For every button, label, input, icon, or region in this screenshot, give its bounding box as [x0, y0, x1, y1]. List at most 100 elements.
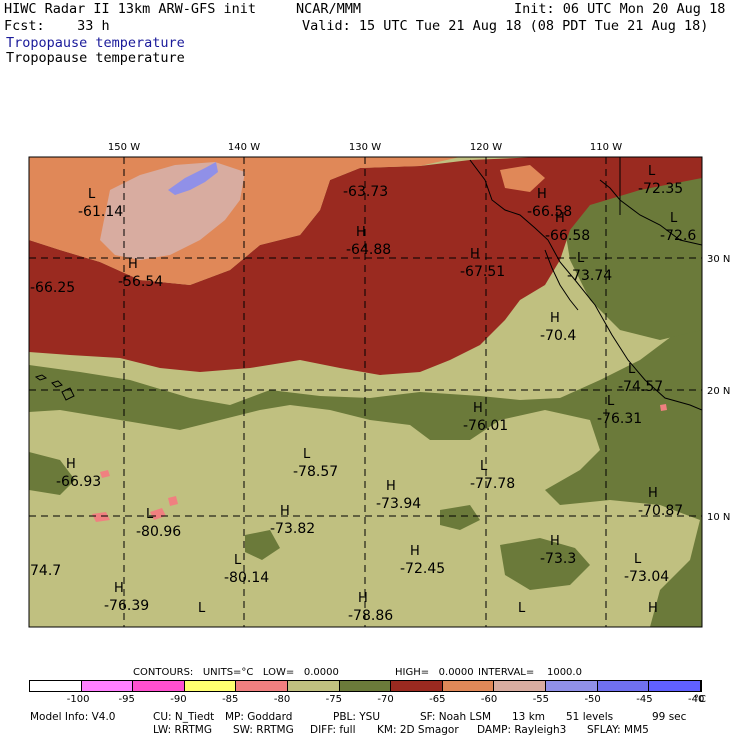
lw-scheme: LW: RRTMG — [153, 724, 212, 736]
high-marker: H — [648, 486, 658, 501]
high-marker: H — [537, 187, 547, 202]
lat-label-30n: 30 N — [707, 254, 730, 265]
color-bar-tick-label: -45 — [636, 694, 653, 705]
color-bar-tick-label: -85 — [222, 694, 239, 705]
extremum-value: -70.4 — [540, 328, 576, 344]
resolution: 13 km — [512, 711, 546, 723]
extremum-value: -78.86 — [348, 608, 393, 624]
extremum-value: -76.39 — [104, 598, 149, 614]
extremum-value: -73.82 — [270, 521, 315, 537]
color-bar-swatch — [236, 681, 289, 691]
lon-label-120w: 120 W — [470, 142, 502, 153]
color-bar — [29, 680, 702, 692]
extremum-value: -63.73 — [343, 184, 388, 200]
contours-high: HIGH= 0.0000 — [395, 667, 474, 678]
extremum-value: -66.25 — [30, 280, 75, 296]
extremum-value: -72.45 — [400, 561, 445, 577]
forecast-hour: Fcst: 33 h — [4, 18, 110, 34]
color-bar-swatch — [597, 681, 650, 691]
cu-scheme: CU: N_Tiedt — [153, 711, 215, 723]
extremum-value: -66.58 — [545, 228, 590, 244]
lon-label-150w: 150 W — [108, 142, 140, 153]
low-marker: L — [303, 447, 311, 462]
extremum-value: -73.94 — [376, 496, 421, 512]
color-bar-swatch — [649, 681, 701, 691]
low-marker: L — [628, 362, 636, 377]
extremum-value: -77.78 — [470, 476, 515, 492]
extremum-value: -72.6 — [660, 228, 696, 244]
low-marker: L — [198, 601, 206, 616]
model-title: HIWC Radar II 13km ARW-GFS init — [4, 1, 256, 17]
mp-scheme: MP: Goddard — [225, 711, 293, 723]
high-marker: H — [473, 401, 483, 416]
color-bar-swatch — [288, 681, 340, 691]
color-bar-tick-label: -75 — [325, 694, 342, 705]
valid-time: Valid: 15 UTC Tue 21 Aug 18 (08 PDT Tue … — [302, 18, 709, 34]
lon-label-130w: 130 W — [349, 142, 381, 153]
high-marker: H — [410, 544, 420, 559]
color-bar-swatch — [184, 681, 237, 691]
model-info: Model Info: V4.0 — [30, 711, 116, 723]
low-marker: L — [480, 459, 488, 474]
sw-scheme: SW: RRTMG — [233, 724, 294, 736]
lat-lon-grid — [29, 157, 702, 627]
lon-label-140w: 140 W — [228, 142, 260, 153]
extremum-value: -76.01 — [463, 418, 508, 434]
extremum-value: -61.14 — [78, 204, 123, 220]
extremum-value: -80.14 — [224, 570, 269, 586]
color-bar-tick-label: -40 — [688, 694, 705, 705]
high-marker: H — [386, 479, 396, 494]
extremum-value: -78.57 — [293, 464, 338, 480]
high-marker: H — [555, 211, 565, 226]
init-time: Init: 06 UTC Mon 20 Aug 18 — [514, 1, 726, 17]
color-bar-tick-label: -100 — [66, 694, 90, 705]
lat-label-20n: 20 N — [707, 386, 730, 397]
color-bar-tick-label: -60 — [480, 694, 498, 705]
low-marker: L — [634, 552, 642, 567]
low-marker: L — [670, 211, 678, 226]
diffusion: DIFF: full — [310, 724, 356, 736]
extremum-value: -70.87 — [638, 503, 683, 519]
color-bar-tick-label: -95 — [118, 694, 135, 705]
color-bar-swatch — [391, 681, 443, 691]
extremum-value: -73.04 — [624, 569, 669, 585]
low-marker: L — [88, 187, 96, 202]
color-bar-swatch — [339, 681, 392, 691]
extremum-value: -56.54 — [118, 274, 163, 290]
low-marker: L — [146, 507, 154, 522]
organization: NCAR/MMM — [296, 1, 362, 17]
low-marker: L — [234, 553, 242, 568]
map-frame — [28, 156, 703, 628]
field-label-primary: Tropopause temperature — [6, 35, 185, 51]
color-bar-tick-label: -50 — [584, 694, 601, 705]
high-marker: H — [66, 457, 76, 472]
color-bar-tick-label: -65 — [429, 694, 446, 705]
extremum-value: -80.96 — [136, 524, 181, 540]
high-marker: H — [280, 504, 290, 519]
extremum-value: -67.51 — [460, 264, 505, 280]
low-marker: L — [607, 394, 615, 409]
color-bar-unit: °C — [694, 694, 706, 705]
high-marker: H — [128, 257, 138, 272]
color-bar-tick-label: -70 — [377, 694, 394, 705]
lat-label-10n: 10 N — [707, 512, 730, 523]
extremum-value: 74.7 — [30, 563, 61, 579]
km-option: KM: 2D Smagor — [377, 724, 459, 736]
high-marker: H — [358, 591, 368, 606]
high-marker: H — [648, 601, 658, 616]
extremum-value: -73.3 — [540, 551, 576, 567]
extremum-value: -66.58 — [527, 204, 572, 220]
color-bar-swatch — [30, 681, 82, 691]
extremum-value: -74.57 — [618, 379, 663, 395]
extremum-value: -66.93 — [56, 474, 101, 490]
contours-interval: INTERVAL= 1000.0 — [478, 667, 582, 678]
surface-layer: SFLAY: MM5 — [587, 724, 649, 736]
contours-info: CONTOURS: UNITS=°C LOW= 0.0000 — [133, 667, 339, 678]
extremum-value: -64.88 — [346, 242, 391, 258]
extremum-value: -76.31 — [597, 411, 642, 427]
high-marker: H — [356, 225, 366, 240]
high-marker: H — [114, 581, 124, 596]
low-marker: L — [648, 164, 656, 179]
vertical-levels: 51 levels — [566, 711, 614, 723]
